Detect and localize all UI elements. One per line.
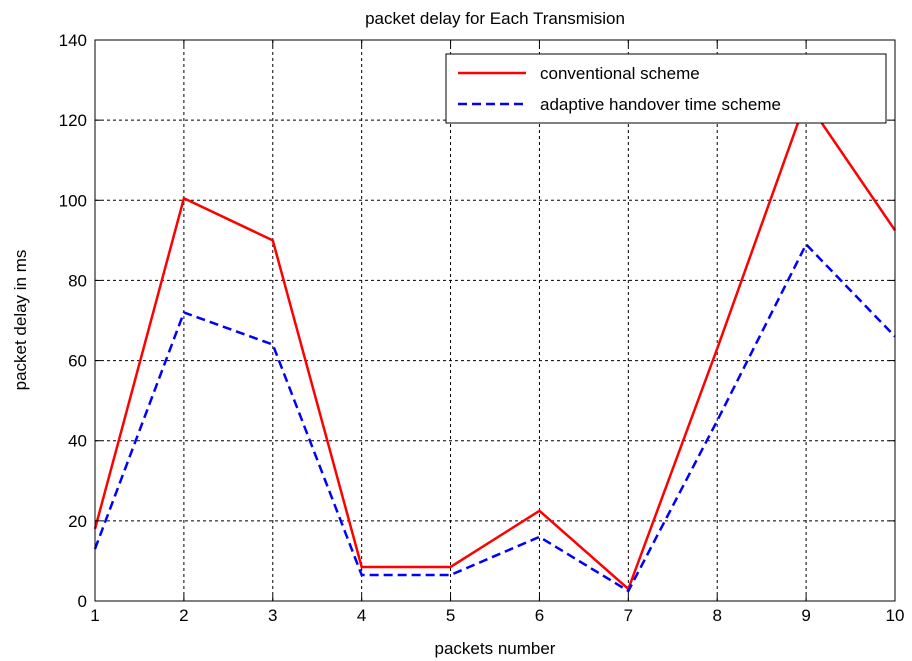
x-tick-label-3: 3 xyxy=(268,606,277,625)
legend: conventional scheme adaptive handover ti… xyxy=(445,53,887,124)
x-tick-label-10: 10 xyxy=(886,606,905,625)
y-tick-label-140: 140 xyxy=(59,31,87,50)
y-tick-label-40: 40 xyxy=(68,432,87,451)
x-tick-label-4: 4 xyxy=(357,606,366,625)
y-tick-label-120: 120 xyxy=(59,111,87,130)
grid-lines xyxy=(95,40,895,601)
y-axis-label: packet delay in ms xyxy=(11,250,30,391)
plot-frame xyxy=(94,39,896,602)
x-axis-label: packets number xyxy=(435,639,556,658)
plot-area xyxy=(95,40,895,601)
y-tick-label-20: 20 xyxy=(68,512,87,531)
x-tick-label-9: 9 xyxy=(801,606,810,625)
legend-box xyxy=(445,53,887,124)
legend-label-conventional-scheme: conventional scheme xyxy=(540,64,700,83)
x-tick-label-5: 5 xyxy=(446,606,455,625)
x-tick-label-1: 1 xyxy=(90,606,99,625)
series-lines xyxy=(93,97,897,593)
chart-title: packet delay for Each Transmision xyxy=(365,9,625,28)
legend-label-adaptive-handover-time-scheme: adaptive handover time scheme xyxy=(540,95,781,114)
x-tick-label-6: 6 xyxy=(535,606,544,625)
x-tick-label-2: 2 xyxy=(179,606,188,625)
x-tick-label-8: 8 xyxy=(712,606,721,625)
y-tick-label-80: 80 xyxy=(68,271,87,290)
y-tick-label-60: 60 xyxy=(68,352,87,371)
x-tick-label-7: 7 xyxy=(624,606,633,625)
series-line-adaptive-handover-time-scheme xyxy=(93,242,896,593)
y-tick-label-100: 100 xyxy=(59,191,87,210)
y-tick-label-0: 0 xyxy=(78,592,87,611)
series-line-conventional-scheme xyxy=(93,97,897,592)
